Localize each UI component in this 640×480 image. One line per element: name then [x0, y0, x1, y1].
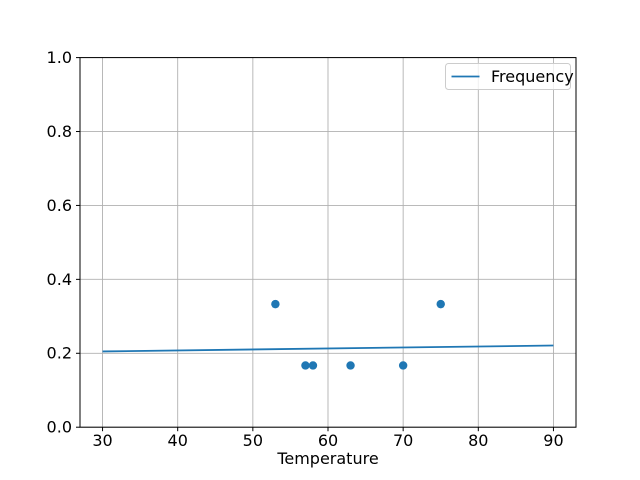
- x-axis-label: Temperature: [276, 449, 378, 468]
- scatter-point: [301, 361, 310, 370]
- legend-label: Frequency: [491, 67, 574, 86]
- scatter-point: [398, 361, 408, 370]
- scatter-point: [308, 361, 318, 370]
- x-tick-label: 80: [468, 431, 488, 450]
- scatter-point: [346, 361, 355, 370]
- y-tick-label: 0.2: [47, 344, 72, 363]
- y-tick-label: 0.6: [47, 196, 72, 215]
- x-tick-label: 90: [543, 431, 563, 450]
- y-tick-label: 0.4: [47, 270, 72, 289]
- scatter-point: [271, 299, 280, 309]
- y-tick-label: 0.8: [47, 122, 72, 141]
- x-tick-label: 60: [318, 431, 338, 450]
- trend-line: [102, 344, 554, 353]
- x-tick-label: 70: [393, 431, 413, 450]
- x-tick-label: 40: [168, 431, 188, 450]
- x-tick-label: 30: [92, 431, 112, 450]
- y-tick-label: 1.0: [47, 48, 72, 67]
- scatter-point: [436, 299, 445, 309]
- y-tick-label: 0.0: [47, 418, 72, 437]
- legend-box: [445, 63, 571, 90]
- x-tick-label: 50: [243, 431, 263, 450]
